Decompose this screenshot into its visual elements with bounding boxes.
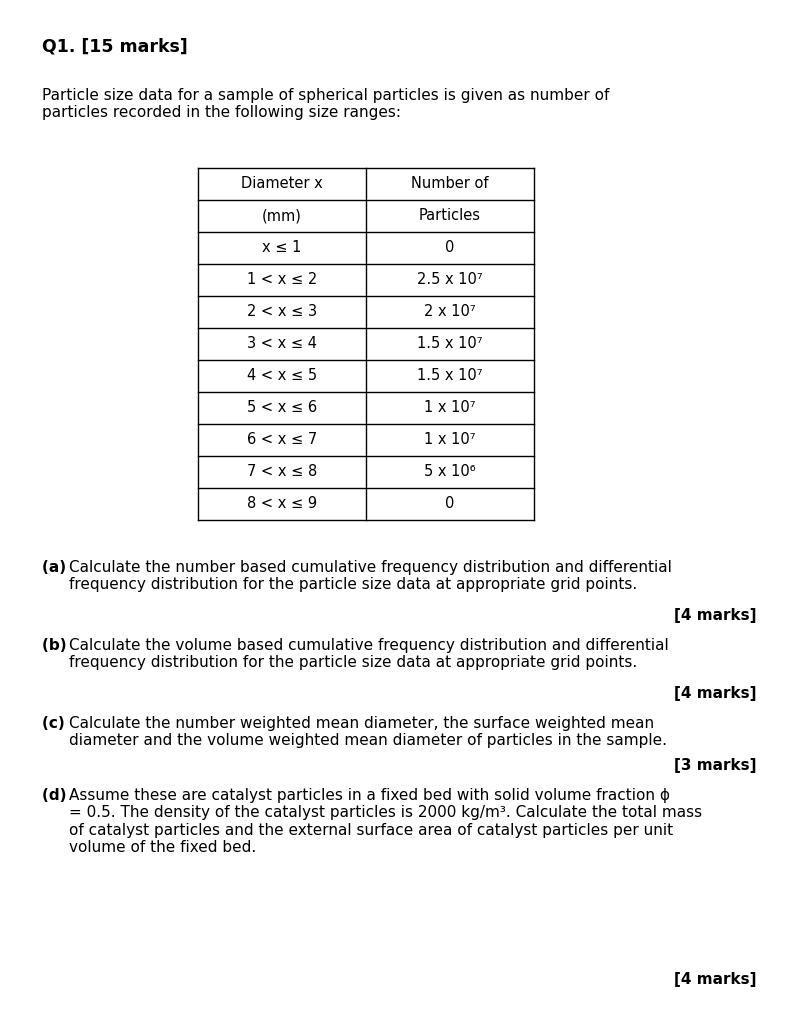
Text: [4 marks]: [4 marks] [674,972,757,987]
Text: 3 < x ≤ 4: 3 < x ≤ 4 [247,337,317,351]
Text: 0: 0 [445,241,455,256]
Text: Particle size data for a sample of spherical particles is given as number of
par: Particle size data for a sample of spher… [42,88,610,121]
Text: (d): (d) [42,788,72,803]
Text: 1.5 x 10⁷: 1.5 x 10⁷ [417,369,483,384]
Text: [3 marks]: [3 marks] [674,758,757,773]
Text: Assume these are catalyst particles in a fixed bed with solid volume fraction ϕ
: Assume these are catalyst particles in a… [70,788,702,855]
Text: Calculate the volume based cumulative frequency distribution and differential
fr: Calculate the volume based cumulative fr… [70,638,669,671]
Text: Particles: Particles [419,209,481,223]
Text: (a): (a) [42,560,71,575]
Text: 2 < x ≤ 3: 2 < x ≤ 3 [247,304,317,319]
Text: 6 < x ≤ 7: 6 < x ≤ 7 [247,432,317,447]
Text: Calculate the number based cumulative frequency distribution and differential
fr: Calculate the number based cumulative fr… [70,560,672,593]
Text: 1 < x ≤ 2: 1 < x ≤ 2 [247,272,317,288]
Text: 0: 0 [445,497,455,512]
Text: 1 x 10⁷: 1 x 10⁷ [424,432,476,447]
Text: Calculate the number weighted mean diameter, the surface weighted mean
diameter : Calculate the number weighted mean diame… [70,716,667,749]
Text: 7 < x ≤ 8: 7 < x ≤ 8 [247,465,317,479]
Text: 2 x 10⁷: 2 x 10⁷ [424,304,476,319]
Text: Diameter x: Diameter x [241,176,323,191]
Text: (b): (b) [42,638,72,653]
Text: (c): (c) [42,716,70,731]
Text: [4 marks]: [4 marks] [674,686,757,701]
Text: 1.5 x 10⁷: 1.5 x 10⁷ [417,337,483,351]
Text: 2.5 x 10⁷: 2.5 x 10⁷ [417,272,483,288]
Text: 4 < x ≤ 5: 4 < x ≤ 5 [247,369,317,384]
Text: 1 x 10⁷: 1 x 10⁷ [424,400,476,416]
Text: (mm): (mm) [262,209,302,223]
Text: 8 < x ≤ 9: 8 < x ≤ 9 [247,497,317,512]
Text: Number of: Number of [411,176,489,191]
Text: 5 x 10⁶: 5 x 10⁶ [424,465,476,479]
Text: x ≤ 1: x ≤ 1 [262,241,302,256]
Text: 5 < x ≤ 6: 5 < x ≤ 6 [247,400,317,416]
Text: [4 marks]: [4 marks] [674,608,757,623]
Text: Q1. [15 marks]: Q1. [15 marks] [42,38,188,56]
